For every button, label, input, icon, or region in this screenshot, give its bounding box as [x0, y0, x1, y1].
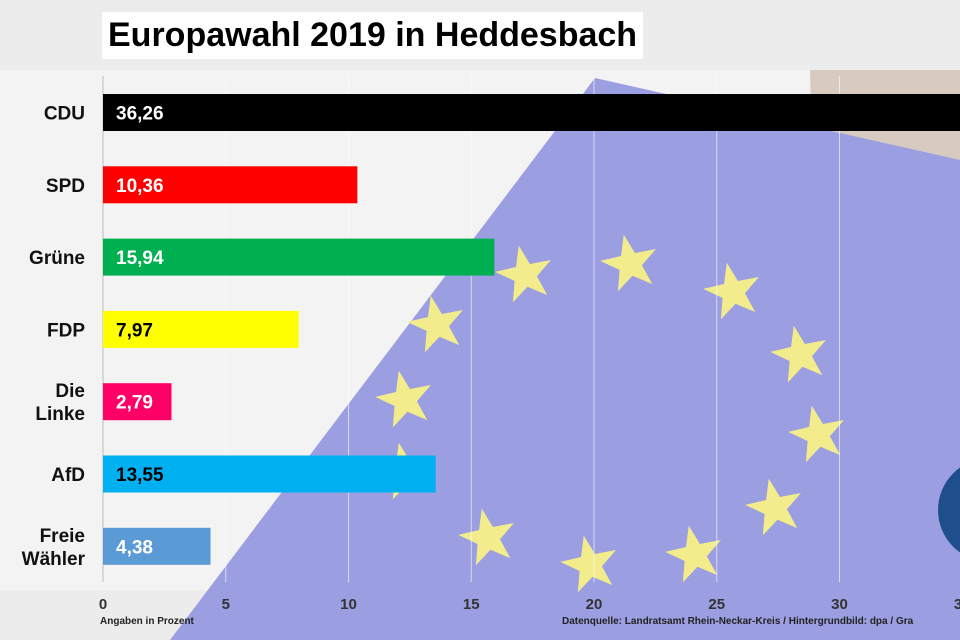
eu-star-1 [600, 234, 656, 292]
eu-star-6 [665, 525, 721, 583]
source-note: Datenquelle: Landratsamt Rhein-Neckar-Kr… [562, 616, 914, 627]
x-tick-label-20: 20 [586, 596, 603, 613]
category-label-6-line-1: Wähler [22, 549, 86, 570]
eu-star-7 [560, 535, 616, 593]
x-tick-label-15: 15 [463, 596, 480, 613]
category-label-6-line-0: Freie [40, 526, 85, 547]
eu-star-8 [458, 508, 514, 566]
bar-6 [103, 527, 211, 565]
category-label-4-line-0: Die [55, 381, 85, 402]
eu-star-12 [495, 245, 551, 303]
x-tick-label-0: 0 [99, 596, 107, 613]
bar-4 [103, 383, 172, 421]
eu-star-10 [375, 370, 431, 428]
bar-0 [103, 94, 960, 131]
value-label-4: 2,79 [116, 393, 153, 414]
chart-title: Europawahl 2019 in Heddesbach [108, 16, 638, 54]
value-label-0: 36,26 [116, 104, 164, 125]
bar-2 [103, 238, 495, 276]
category-label-2: Grüne [29, 248, 85, 269]
eu-star-3 [770, 325, 826, 383]
category-label-0: CDU [44, 104, 85, 125]
x-tick-label-25: 25 [708, 596, 725, 613]
bar-1 [103, 166, 358, 204]
x-tick-label-30: 30 [831, 596, 848, 613]
x-tick-label-10: 10 [340, 596, 357, 613]
category-label-1: SPD [46, 176, 85, 197]
chart-title-box: Europawahl 2019 in Heddesbach [102, 12, 644, 59]
category-label-4-line-1: Linke [35, 404, 85, 425]
bar-5 [103, 455, 436, 493]
eu-star-5 [745, 478, 801, 536]
category-label-5: AfD [51, 465, 85, 486]
value-label-2: 15,94 [116, 248, 164, 269]
value-label-6: 4,38 [116, 537, 153, 558]
value-label-5: 13,55 [116, 465, 164, 486]
value-label-1: 10,36 [116, 176, 164, 197]
eu-star-11 [407, 295, 463, 353]
x-tick-label-5: 5 [222, 596, 230, 613]
x-tick-label-35: 35 [954, 596, 960, 613]
x-axis-label: Angaben in Prozent [100, 616, 194, 627]
bar-3 [103, 310, 299, 348]
eu-star-2 [703, 262, 759, 320]
category-label-3: FDP [47, 320, 85, 341]
value-label-3: 7,97 [116, 320, 153, 341]
eu-star-4 [788, 405, 844, 463]
